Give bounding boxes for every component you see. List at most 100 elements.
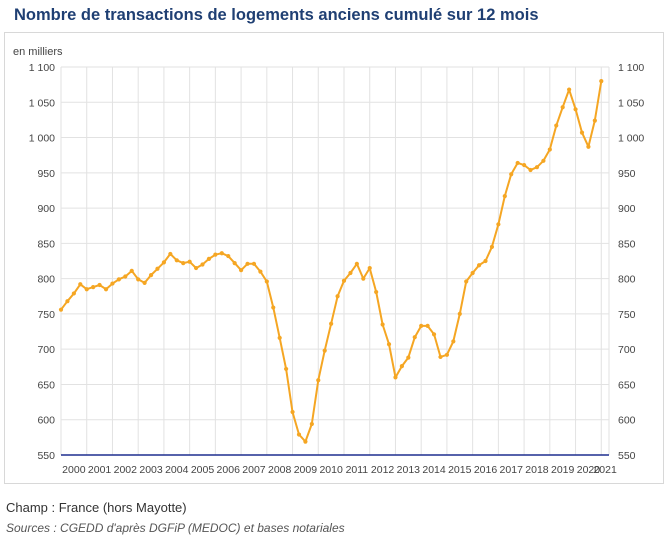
y-tick-label-right: 700 [618,344,636,356]
data-point [110,281,115,286]
data-point [476,263,482,268]
data-point [431,332,437,337]
footnote-sources: Sources : CGEDD d'après DGFiP (MEDOC) et… [6,521,345,535]
data-point [213,252,218,257]
x-tick-label: 2020 [577,464,601,476]
data-point [296,432,302,437]
x-tick-label: 2013 [397,464,421,476]
data-point [451,339,456,344]
data-point [71,291,76,296]
data-point [245,261,250,266]
y-tick-label-left: 850 [37,238,55,250]
data-point [258,269,263,274]
data-point [399,364,404,369]
y-tick-label-right: 800 [618,274,636,286]
series-transactions [58,79,604,444]
data-point [264,279,269,284]
y-tick-label-right: 650 [618,379,636,391]
data-point [483,258,488,264]
data-point [367,265,372,271]
y-axis-left: 550 600 650 700 750 800 850 900 950 1 000 1 050 1 1… [29,62,55,462]
data-point [161,260,167,265]
data-point [509,172,514,177]
data-point [290,409,295,415]
x-tick-label: 2012 [371,464,395,476]
data-point [496,222,501,227]
data-point [393,375,398,380]
data-point [547,147,552,152]
y-tick-label-left: 1 050 [29,97,55,109]
data-point [277,335,282,340]
x-tick-label: 2004 [165,464,189,476]
y-tick-label-left: 700 [37,344,55,356]
data-point [419,323,424,329]
data-point [303,439,308,444]
data-point [560,105,565,110]
data-point [206,256,212,261]
data-point [142,280,147,285]
x-tick-label: 2017 [500,464,524,476]
footnote-champ: Champ : France (hors Mayotte) [6,500,187,515]
data-point [464,279,469,284]
x-tick-label: 2008 [268,464,292,476]
data-point [586,144,591,149]
data-point [374,289,379,295]
x-tick-label: 2000 [62,464,86,476]
y-tick-label-right: 850 [618,238,636,250]
y-tick-label-left: 650 [37,379,55,391]
data-point [181,261,186,266]
data-point [470,270,475,276]
data-point [226,253,231,259]
x-tick-label: 2014 [422,464,446,476]
y-unit-label: en milliers [13,46,63,58]
data-point [232,261,237,266]
data-point [599,79,604,84]
data-point [284,366,289,372]
data-point [515,160,520,166]
data-point [592,118,597,123]
data-point [116,277,121,282]
data-point [567,87,572,92]
series-line [60,80,603,443]
x-tick-label: 2003 [139,464,163,476]
data-point [200,262,205,267]
data-point [103,287,109,292]
data-point [58,307,64,312]
data-point [187,259,192,264]
data-point [251,261,257,266]
x-tick-label: 2005 [191,464,215,476]
y-tick-label-left: 550 [37,450,55,462]
data-point [341,278,347,283]
data-point [174,258,179,263]
x-tick-label: 2010 [319,464,343,476]
data-point [579,130,585,135]
data-point [65,299,70,304]
x-tick-label: 2002 [114,464,138,476]
chart-frame [4,32,664,484]
x-tick-label: 2018 [525,464,549,476]
x-tick-label: 2011 [346,464,369,476]
data-point [136,277,141,282]
y-axis-right: 550 600 650 700 750 800 850 900 950 1 000 1 050 1 1… [618,62,644,462]
data-point [168,251,173,257]
data-point [554,123,559,128]
y-tick-label-left: 900 [37,203,55,215]
data-point [386,342,392,347]
y-tick-label-right: 900 [618,203,636,215]
y-tick-label-right: 1 100 [618,62,644,74]
page-title: Nombre de transactions de logements anci… [14,6,539,24]
data-point [489,244,495,249]
data-point [438,354,443,360]
data-point [97,282,102,288]
data-point [309,421,314,427]
data-point [193,265,199,271]
data-point [534,165,540,170]
data-point [322,348,327,353]
data-point [129,268,134,273]
data-point [412,335,417,340]
y-tick-label-right: 750 [618,309,636,321]
x-tick-label: 2001 [88,464,112,476]
data-point [78,282,83,287]
data-point [457,311,462,317]
data-point [348,270,353,276]
